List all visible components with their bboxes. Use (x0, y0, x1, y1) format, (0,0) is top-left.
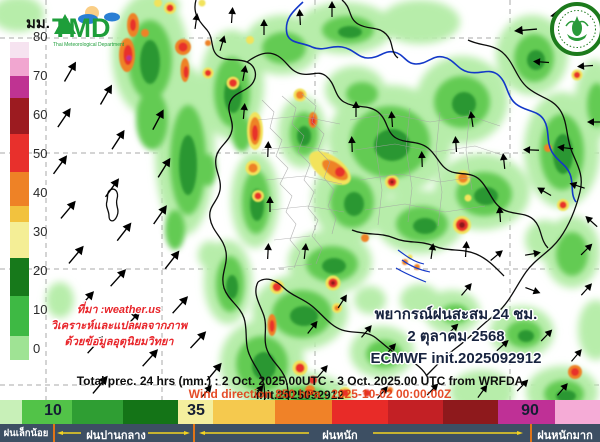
colorbar-tick-label: 20 (33, 263, 48, 278)
source-note-line: ด้วยข้อมูลอุตุนิยมวิทยา (64, 336, 174, 348)
colorbar-tick-label: 70 (33, 68, 48, 83)
legend-bar (0, 400, 600, 424)
right-arrow-icon (373, 431, 523, 435)
legend-segment (22, 400, 72, 424)
legend-segment (332, 400, 388, 424)
colorbar-tick-label: 0 (33, 341, 41, 356)
province-borders (257, 93, 506, 269)
colorbar-segment (10, 98, 29, 134)
legend-categories: ฝนเล็กน้อย ฝนปานกลาง ฝนหนัก ฝนหนักมาก (0, 424, 600, 442)
colorbar-labels: 80 70 60 50 40 30 20 10 0 (33, 30, 47, 355)
precip-colorbar (10, 42, 29, 360)
legend-tick-label: 90 (521, 402, 539, 419)
legend-category-very-heavy: ฝนหนักมาก (537, 430, 593, 442)
legend-category-moderate: ฝนปานกลาง (86, 430, 146, 442)
left-arrow-icon (57, 431, 81, 435)
legend-divider (193, 424, 195, 442)
colorbar-segment (10, 258, 29, 296)
source-note: ที่มา :weather.us วิเคราะห์และแปลผลจากภา… (44, 302, 194, 350)
wind-watermark: Wind direction 850 hPa : 2025-10-02 00:0… (188, 387, 452, 401)
source-note-line: วิเคราะห์และแปลผลจากภาพ (50, 320, 188, 332)
legend-tick-label: 10 (44, 402, 62, 419)
mekong-river-line (285, 1, 577, 203)
left-arrow-icon (199, 431, 309, 435)
colorbar-tick-label: 80 (33, 29, 48, 44)
legend-segment (388, 400, 443, 424)
total-prec-caption: Total prec. 24 hrs (mm.) : 2 Oct. 2025.0… (76, 374, 524, 402)
colorbar-segment (10, 172, 29, 206)
legend-divider (530, 424, 532, 442)
forecast-title-line: พยากรณ์ฝนสะสม 24 ชม. (374, 306, 538, 323)
cloud-icon (78, 14, 98, 24)
legend-segment (123, 400, 178, 424)
forecast-date: 2 ตุลาคม 2568 (407, 328, 505, 345)
precip-hotspots (119, 0, 583, 399)
tmd-logo-subtext: Thai Meteorological Department (53, 42, 125, 48)
legend-segment (213, 400, 275, 424)
right-arrow-icon (148, 431, 190, 435)
source-note-line: ที่มา :weather.us (76, 304, 162, 316)
colorbar-segment (10, 58, 29, 76)
colorbar-tick-label: 30 (33, 224, 48, 239)
model-init-label: ECMWF init.2025092912 (370, 350, 542, 367)
legend-category-light: ฝนเล็กน้อย (3, 428, 49, 439)
tmd-logo-text: TMD (52, 13, 110, 43)
colorbar-tick-label: 40 (33, 185, 48, 200)
colorbar-tick-label: 60 (33, 107, 48, 122)
colorbar-segment (10, 134, 29, 172)
colorbar-segment (10, 296, 29, 336)
dept-seal-icon (550, 2, 600, 61)
legend-tick-label: 35 (187, 402, 205, 419)
colorbar-segment (10, 76, 29, 98)
delta-rivers (395, 249, 431, 283)
legend-segment (72, 400, 123, 424)
mountain-icon (54, 14, 76, 34)
tmd-logo: TMD Thai Meteorological Department (50, 4, 142, 55)
legend-segment (498, 400, 555, 424)
forecast-title: พยากรณ์ฝนสะสม 24 ชม. 2 ตุลาคม 2568 ECMWF… (356, 304, 556, 370)
legend-ticks: 10 35 90 (0, 400, 600, 424)
legend-segment (443, 400, 498, 424)
legend-divider (53, 424, 55, 442)
legend-segment (555, 400, 600, 424)
cloud-icon (104, 12, 120, 22)
legend-segment (275, 400, 332, 424)
colorbar-tick-label: 10 (33, 302, 48, 317)
legend-segment (0, 400, 22, 424)
unit-label: มม. (26, 15, 50, 32)
legend-segment (178, 400, 213, 424)
legend-category-heavy: ฝนหนัก (322, 430, 358, 442)
colorbar-segment (10, 336, 29, 360)
colorbar-segment (10, 42, 29, 58)
colorbar-segment (10, 206, 29, 222)
colorbar-segment (10, 222, 29, 258)
colorbar-tick-label: 50 (33, 146, 48, 161)
